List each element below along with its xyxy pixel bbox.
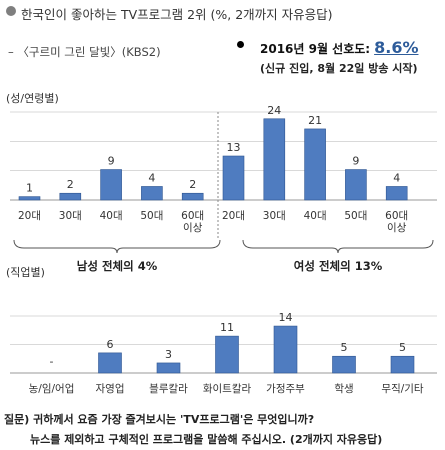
group-brace-male <box>13 239 221 254</box>
data-label: 14 <box>279 311 293 324</box>
data-label: 9 <box>352 155 359 168</box>
stat-line: 2016년 9월 선호도: 8.6% <box>260 38 418 57</box>
tick-label: 블루칼라 <box>149 382 188 395</box>
stat-bullet-icon <box>237 41 244 48</box>
bar-charts: (성/연령별)120대230대940대450대260대이상1320대2430대2… <box>6 92 437 395</box>
tick-label: 학생 <box>334 383 353 395</box>
stat-value: 8.6% <box>374 38 419 57</box>
program-subtitle: – 〈구르미 그린 달빛〉(KBS2) <box>8 45 161 59</box>
tick-label: 화이트칼라 <box>203 382 252 395</box>
bar <box>385 186 408 201</box>
data-label: 9 <box>108 155 115 168</box>
tick-label: 50대 <box>344 210 367 222</box>
tick-label: 20대 <box>18 210 41 222</box>
tick-label: 자영업 <box>96 382 125 395</box>
data-label: 4 <box>393 171 400 184</box>
tick-label: 30대 <box>263 210 286 222</box>
tick-label: 농/임/어업 <box>29 382 75 395</box>
tick-label: 30대 <box>59 210 82 222</box>
bar <box>156 362 181 374</box>
tick-label: 50대 <box>140 210 163 222</box>
data-label: 2 <box>67 178 74 191</box>
tick-label: 40대 <box>304 210 327 222</box>
title-bullet-icon <box>6 6 16 16</box>
tick-label: 40대 <box>100 210 123 222</box>
bar <box>215 335 239 374</box>
data-label: 24 <box>267 104 281 117</box>
data-label: 4 <box>148 171 155 184</box>
data-label: - <box>50 355 54 368</box>
bar <box>304 128 326 201</box>
bar <box>100 169 122 201</box>
tick-label: 20대 <box>222 210 245 222</box>
bar <box>181 192 204 201</box>
data-label: 5 <box>341 341 348 354</box>
stat-label: 2016년 9월 선호도: <box>260 42 371 56</box>
bar <box>390 355 415 374</box>
tick-label: 이상 <box>183 222 203 234</box>
data-label: 11 <box>220 321 234 334</box>
chart-title: 한국인이 좋아하는 TV프로그램 2위 (%, 2개까지 자유응답) <box>21 7 333 22</box>
bar <box>273 325 298 374</box>
data-label: 21 <box>308 114 322 127</box>
bar <box>141 186 163 201</box>
bar <box>18 196 41 201</box>
group-label: 남성 전체의 4% <box>77 259 158 273</box>
bar <box>59 192 82 201</box>
section-label: (성/연령별) <box>6 92 59 105</box>
tick-label: 60대 <box>385 210 408 222</box>
data-label: 6 <box>107 338 114 351</box>
section-label: (직업별) <box>6 266 45 279</box>
survey-question: 질문) 귀하께서 요즘 가장 즐겨보시는 'TV프로그램'은 무엇입니까? <box>4 413 315 426</box>
bar <box>345 169 367 201</box>
bar <box>98 352 122 374</box>
bar <box>222 155 245 201</box>
bar <box>263 118 286 201</box>
bar <box>332 355 356 374</box>
group-brace-female <box>242 239 434 254</box>
survey-question-continued: 뉴스를 제외하고 구체적인 프로그램을 말씀해 주십시오. (2개까지 자유응답… <box>30 433 383 446</box>
tick-label: 60대 <box>181 210 204 222</box>
data-label: 3 <box>165 348 172 361</box>
tick-label: 무직/기타 <box>381 383 424 395</box>
data-label: 2 <box>189 178 196 191</box>
tick-label: 가정주부 <box>266 383 305 395</box>
data-label: 1 <box>26 182 33 195</box>
group-label: 여성 전체의 13% <box>294 259 383 273</box>
data-label: 5 <box>399 341 406 354</box>
data-label: 13 <box>227 141 241 154</box>
stat-note: (신규 진입, 8월 22일 방송 시작) <box>260 62 418 75</box>
tick-label: 이상 <box>387 222 407 234</box>
